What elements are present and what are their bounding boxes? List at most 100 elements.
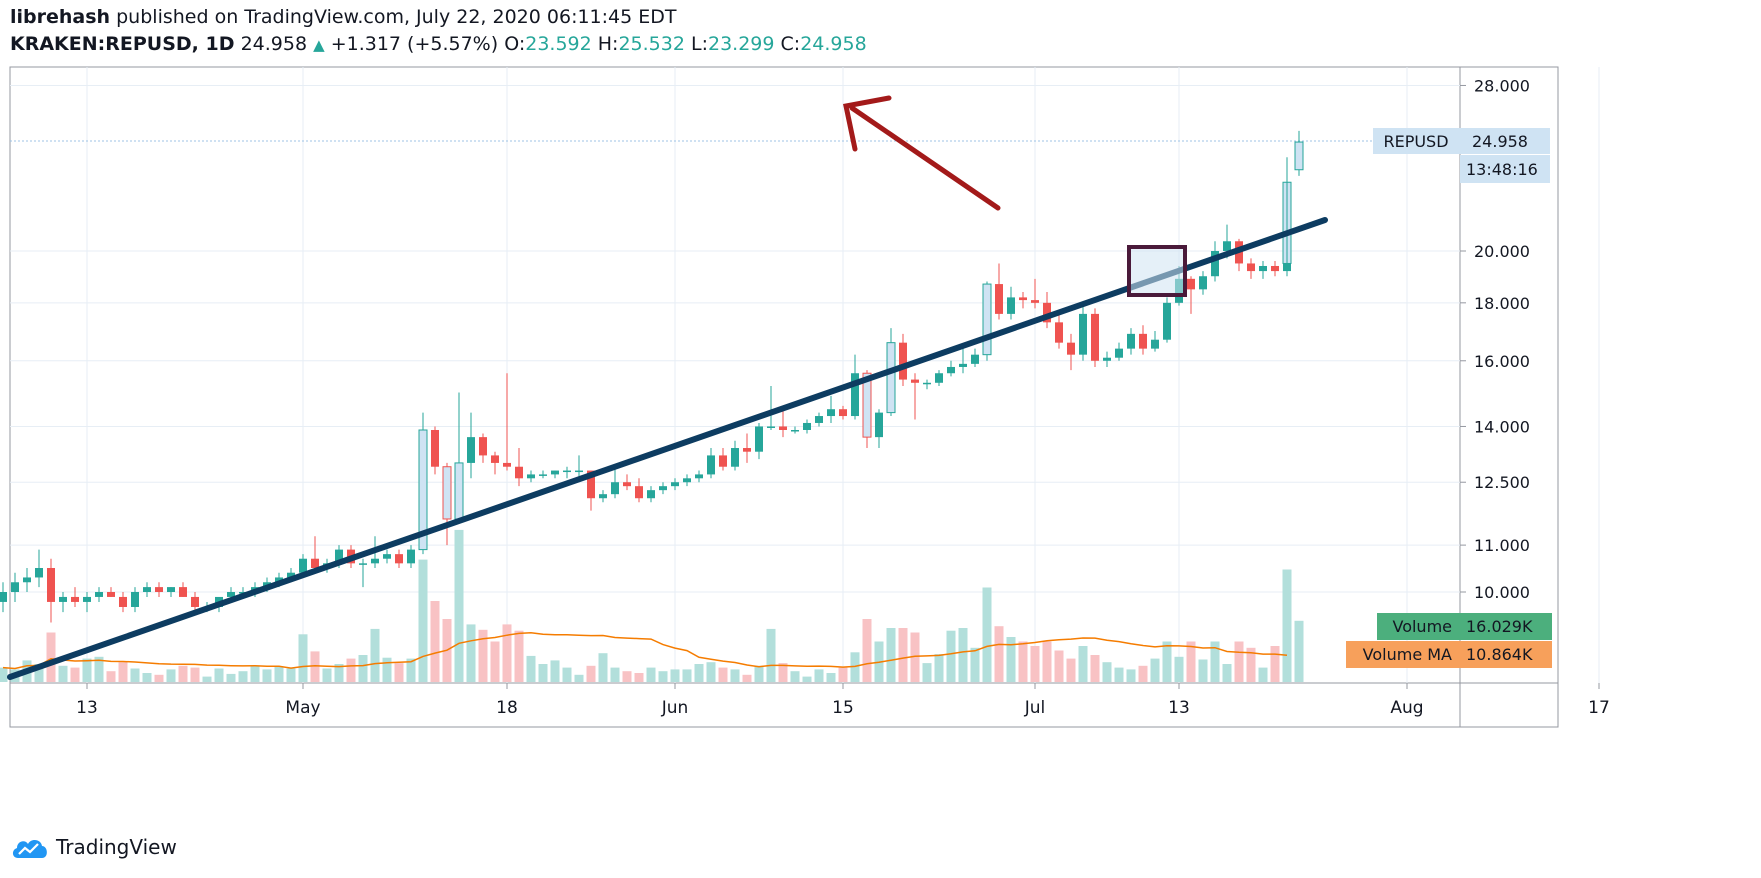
arrow-icon[interactable]	[843, 95, 1001, 211]
volume-bar	[706, 662, 716, 682]
candle-body	[1043, 302, 1051, 323]
published-text: published on TradingView.com, July 22, 2…	[116, 6, 677, 28]
candle-body	[647, 490, 655, 499]
volume-bar	[1246, 647, 1256, 682]
candle-body	[191, 596, 199, 607]
candle-body	[886, 342, 896, 414]
tradingview-cloud-icon	[12, 840, 47, 858]
volume-bar	[898, 628, 908, 682]
volume-bar	[670, 669, 680, 682]
candle-body	[1007, 297, 1015, 314]
close-value: 24.958	[800, 33, 867, 55]
highlight-box[interactable]	[1127, 245, 1187, 297]
open-label: O:	[504, 33, 526, 55]
volume-bar	[766, 628, 776, 682]
candle-body	[47, 567, 55, 602]
last-price: 24.958	[240, 33, 308, 55]
volume-bar	[346, 658, 356, 682]
volume-bar	[1078, 646, 1088, 682]
volume-bar	[82, 658, 92, 682]
volume-bar	[598, 653, 608, 682]
candle-body	[1055, 322, 1063, 343]
candle-body	[875, 412, 883, 438]
low-value: 23.299	[708, 33, 775, 55]
candle-body	[454, 462, 464, 520]
volume-bar	[1138, 665, 1148, 682]
chart-frame	[9, 66, 1559, 728]
candle-body	[35, 567, 43, 578]
time-axis[interactable]: 13 May 18 Jun 15 Jul 13 Aug 17	[76, 683, 1610, 718]
price-axis[interactable]: 28.000 20.000 18.000 16.000 14.000 12.500 11.0…	[1460, 76, 1530, 602]
candle-body	[539, 474, 547, 476]
volume-bar	[58, 665, 68, 682]
volume-bar	[682, 669, 692, 682]
candle-body	[71, 596, 79, 602]
volume-bar	[1210, 641, 1220, 682]
candle-body	[0, 592, 7, 602]
volume-bar	[1126, 669, 1136, 682]
volume-label-value: 16.029K	[1466, 617, 1533, 636]
volume-bar	[178, 665, 188, 682]
time-tick-label: 13	[1168, 698, 1190, 718]
tradingview-logo[interactable]: TradingView	[10, 832, 177, 862]
volume-ma-label-value: 10.864K	[1466, 645, 1533, 664]
symbol-price-label-name: REPUSD	[1383, 132, 1448, 151]
candle-body	[719, 455, 727, 467]
volume-bar	[0, 667, 8, 682]
candle-body	[803, 422, 811, 430]
candle-body	[1151, 339, 1159, 349]
volume-bar	[946, 630, 956, 682]
volume-bar	[322, 668, 332, 682]
volume-bar	[1258, 667, 1268, 682]
candle-body	[1091, 313, 1099, 361]
volume-bar	[994, 626, 1004, 682]
volume-bar	[166, 669, 176, 682]
publish-line: librehash published on TradingView.com, …	[10, 6, 677, 28]
candle-body	[299, 558, 307, 573]
candle-body	[227, 592, 235, 597]
volume-bar	[514, 630, 524, 682]
volume-bar	[562, 667, 572, 682]
candle-body	[971, 354, 979, 364]
volume-bar	[286, 668, 296, 682]
volume-bar	[1018, 641, 1028, 682]
candle-body	[839, 409, 847, 417]
volume-bar	[1090, 655, 1100, 682]
volume-bar	[1186, 641, 1196, 682]
candle-body	[575, 470, 583, 473]
volume-bar	[970, 647, 980, 682]
candle-body	[479, 437, 487, 456]
candle-body	[791, 429, 799, 432]
candle-body	[1019, 297, 1027, 301]
candle-body	[995, 284, 1003, 314]
candle-body	[371, 558, 379, 564]
volume-bar	[478, 629, 488, 682]
volume-bar	[958, 628, 968, 682]
volume-bar	[490, 641, 500, 682]
volume-bar	[154, 674, 164, 682]
candle-body	[731, 448, 739, 467]
volume-bar	[394, 663, 404, 682]
candle-body	[563, 470, 571, 473]
candle-body	[707, 455, 715, 475]
volume-bar	[358, 655, 368, 682]
candle-body	[851, 373, 859, 417]
candle-body	[551, 470, 559, 475]
volume-bar	[70, 667, 80, 682]
candle-body	[1139, 333, 1147, 349]
price-tick-label: 20.000	[1474, 242, 1530, 261]
high-label: H:	[597, 33, 619, 55]
candle-body	[155, 587, 163, 592]
volume-bar	[46, 632, 56, 682]
price-tick-label: 10.000	[1474, 583, 1530, 602]
author-name[interactable]: librehash	[10, 6, 111, 28]
volume-bar	[94, 656, 104, 682]
candle-body	[923, 382, 931, 385]
symbol-price-label: REPUSD 24.958 13:48:16	[1373, 128, 1550, 183]
volume-bar	[118, 662, 128, 682]
trendline[interactable]	[7, 217, 1328, 680]
volume-bar	[310, 651, 320, 682]
candle-body	[83, 596, 91, 602]
candle-body	[671, 482, 679, 487]
